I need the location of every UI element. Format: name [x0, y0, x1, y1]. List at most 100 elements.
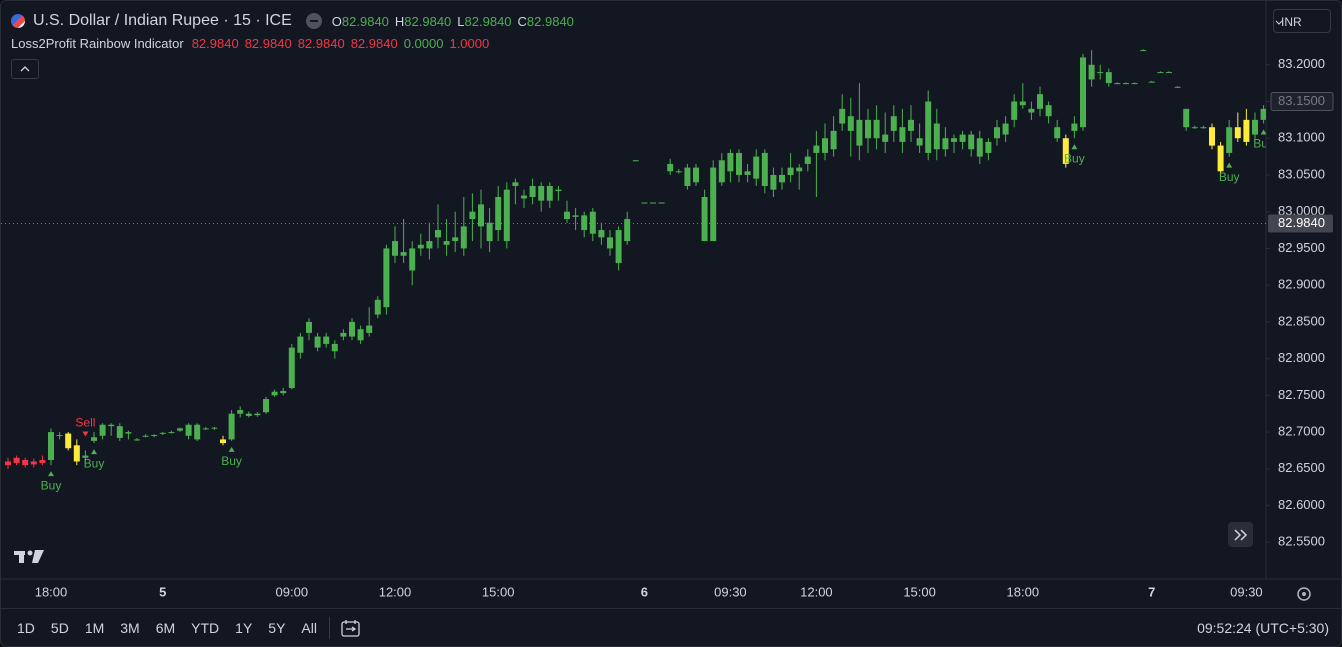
- range-button[interactable]: 6M: [155, 620, 176, 636]
- candle-body: [297, 336, 304, 353]
- separator: [328, 617, 330, 639]
- currency-select[interactable]: INR: [1273, 9, 1331, 33]
- range-button[interactable]: YTD: [191, 620, 220, 636]
- candle-body: [1037, 94, 1043, 109]
- signal-label: Buy: [1064, 151, 1085, 165]
- x-tick-label: 15:00: [482, 584, 515, 599]
- symbol-title[interactable]: U.S. Dollar / Indian Rupee · 15 · ICE: [33, 12, 292, 29]
- y-tick-label: 82.5500: [1278, 534, 1325, 549]
- candle-body: [744, 171, 751, 175]
- x-tick-label: 09:00: [276, 584, 309, 599]
- range-button[interactable]: All: [301, 620, 317, 636]
- candle-body: [521, 195, 527, 199]
- indicator-name[interactable]: Loss2Profit Rainbow Indicator: [11, 36, 184, 51]
- y-tick-label: 83.0500: [1278, 166, 1325, 181]
- range-button[interactable]: 1D: [17, 620, 35, 636]
- go-to-date-button[interactable]: [340, 618, 362, 638]
- chart: Buy Sell Buy Buy Buy Buy Buy 82.5500 82.6000 82.…: [1, 1, 1341, 601]
- y-tick-label: 82.6000: [1278, 497, 1325, 512]
- candle-body: [374, 299, 381, 315]
- signal-arrow: [91, 449, 97, 455]
- candle-body: [503, 189, 510, 242]
- toggle-indicators[interactable]: [11, 59, 39, 79]
- candle-body: [202, 428, 209, 430]
- range-button[interactable]: 5Y: [268, 620, 286, 636]
- candle-body: [48, 432, 54, 460]
- range-button[interactable]: 5D: [50, 620, 69, 636]
- candle-body: [538, 185, 545, 201]
- candle-body: [1045, 105, 1052, 117]
- candle-body: [271, 391, 278, 396]
- chevron-up: [20, 66, 30, 72]
- ohlc-item: H82.9840: [395, 14, 451, 29]
- ohlc-key: H: [394, 13, 405, 29]
- currency: INR: [1281, 15, 1302, 29]
- range-button[interactable]: 3M: [120, 620, 140, 636]
- candle-body: [1123, 83, 1129, 85]
- candle-body: [1114, 83, 1121, 85]
- indicator-value: 1.0000: [449, 36, 490, 51]
- candle-body: [899, 127, 906, 142]
- candle-body: [632, 160, 639, 162]
- ohlc-legend: O82.9840 H82.9840 L82.9840 C82.9840: [332, 14, 574, 29]
- candle-body: [56, 435, 63, 437]
- settings-button[interactable]: [1297, 587, 1311, 601]
- indicator-value: 82.9840: [350, 36, 398, 51]
- candle-body: [572, 215, 579, 217]
- candle-body: [486, 222, 493, 242]
- x-tick-label: 5: [159, 584, 166, 599]
- x-tick-label: 18:00: [35, 584, 68, 599]
- signal-arrow: [1260, 129, 1266, 135]
- candle-body: [830, 130, 837, 150]
- candle-body: [916, 138, 923, 146]
- indicator-legend: Loss2Profit Rainbow Indicator 82.9840 82.…: [11, 36, 489, 51]
- candle-body: [116, 426, 123, 438]
- ohlc-item: O82.9840: [332, 14, 389, 29]
- candle-body: [650, 202, 656, 204]
- clock[interactable]: 09:52:24 (UTC+5:30): [1197, 620, 1329, 636]
- candle-body: [1226, 127, 1233, 153]
- candle-body: [701, 197, 708, 242]
- y-tick-label: 82.7500: [1278, 387, 1325, 402]
- candle-body: [976, 138, 983, 157]
- indicator-value: 0.0000: [403, 36, 444, 51]
- candle-body: [400, 252, 407, 256]
- candle-body: [108, 424, 115, 427]
- candle-body: [280, 390, 287, 394]
- collapse-legend[interactable]: [305, 13, 322, 29]
- ohlc-value: 82.9840: [341, 13, 389, 29]
- candle-body: [1174, 86, 1181, 88]
- scroll-to-realtime-button[interactable]: [1228, 522, 1253, 547]
- candle-body: [30, 461, 37, 465]
- candle-body: [607, 237, 613, 249]
- x-tick-label: 6: [641, 584, 648, 599]
- candle-body: [1080, 57, 1086, 128]
- candle-body: [417, 244, 424, 249]
- candle-body: [1243, 119, 1250, 142]
- candle-body: [589, 211, 596, 234]
- candle-body: [753, 156, 760, 179]
- y-tick-label: 82.8500: [1278, 313, 1325, 328]
- candle-body: [925, 101, 932, 153]
- candle-body: [865, 119, 871, 139]
- candle-body: [564, 211, 570, 220]
- candle-body: [1183, 108, 1190, 128]
- candle-body: [1002, 123, 1009, 135]
- candle-body: [1217, 145, 1224, 172]
- range-button[interactable]: 1M: [84, 620, 105, 636]
- candle-body: [323, 336, 330, 344]
- candle-body: [710, 167, 717, 242]
- candle-body: [598, 230, 605, 238]
- candle-body: [159, 432, 166, 434]
- y-tick-label: 82.7000: [1278, 424, 1325, 439]
- y-tick-label: 82.9500: [1278, 240, 1325, 255]
- candle-body: [366, 325, 373, 333]
- candle-body: [452, 237, 459, 242]
- candle-body: [443, 241, 450, 245]
- signal-label: Buy: [84, 456, 105, 470]
- candle-body: [13, 457, 20, 463]
- x-tick-label: 18:00: [1007, 584, 1040, 599]
- candle-body: [985, 141, 992, 153]
- candle-body: [469, 211, 476, 220]
- range-button[interactable]: 1Y: [235, 620, 253, 636]
